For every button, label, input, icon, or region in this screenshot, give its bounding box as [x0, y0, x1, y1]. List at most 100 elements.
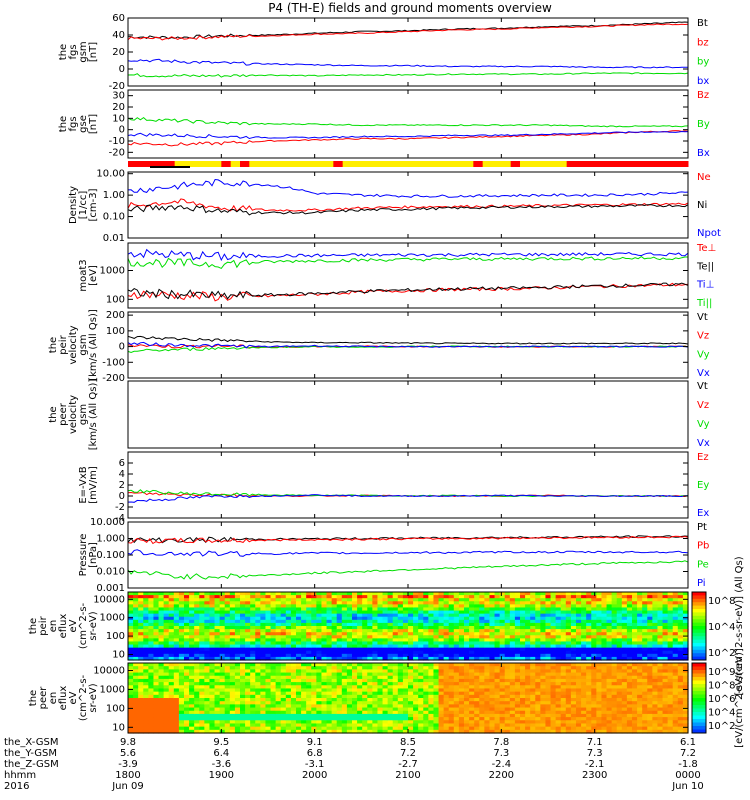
heatmap-cell	[530, 610, 536, 615]
heatmap-cell	[423, 694, 429, 699]
heatmap-cell	[270, 701, 277, 705]
heatmap-cell	[133, 641, 139, 646]
heatmap-cell	[499, 701, 506, 705]
heatmap-cell	[133, 638, 139, 643]
heatmap-cell	[377, 669, 384, 674]
heatmap-cell	[275, 626, 282, 630]
heatmap-cell	[219, 723, 226, 728]
heatmap-cell	[591, 635, 597, 639]
heatmap-cell	[576, 685, 582, 690]
heatmap-cell	[321, 638, 328, 643]
heatmap-cell	[433, 619, 440, 624]
heatmap-cell	[408, 717, 414, 721]
heatmap-cell	[336, 601, 343, 605]
heatmap-cell	[372, 698, 379, 702]
heatmap-cell	[204, 595, 211, 599]
heatmap-cell	[469, 653, 475, 658]
heatmap-cell	[474, 682, 480, 686]
heatmap-cell	[382, 647, 389, 652]
heatmap-cell	[397, 672, 404, 677]
colorbar-swatch	[692, 592, 706, 596]
heatmap-cell	[545, 626, 552, 630]
heatmap-cell	[240, 701, 246, 705]
heatmap-cell	[331, 650, 338, 655]
heatmap-cell	[581, 622, 587, 627]
heatmap-cell	[616, 726, 623, 731]
heatmap-cell	[189, 669, 195, 674]
heatmap-cell	[535, 663, 541, 667]
heatmap-cell	[555, 685, 562, 690]
heatmap-cell	[413, 626, 419, 630]
heatmap-cell	[316, 723, 323, 728]
heatmap-cell	[265, 653, 272, 658]
heatmap-cell	[250, 720, 256, 725]
heatmap-cell	[357, 616, 363, 621]
heatmap-cell	[586, 626, 592, 630]
heatmap-cell	[637, 607, 643, 612]
heatmap-cell	[138, 698, 144, 702]
heatmap-cell	[138, 707, 144, 712]
heatmap-cell	[148, 619, 155, 624]
heatmap-cell	[397, 691, 404, 696]
heatmap-cell	[194, 604, 200, 609]
heatmap-cell	[290, 629, 297, 633]
heatmap-cell	[184, 713, 190, 718]
series-line-bz	[127, 23, 689, 41]
heatmap-cell	[489, 610, 496, 615]
heatmap-cell	[367, 616, 373, 621]
heatmap-cell	[219, 691, 226, 696]
heatmap-cell	[626, 666, 633, 670]
heatmap-cell	[229, 688, 236, 693]
heatmap-cell	[194, 694, 200, 699]
heatmap-cell	[642, 622, 648, 627]
heatmap-cell	[341, 717, 348, 721]
heatmap-cell	[138, 641, 144, 646]
heatmap-cell	[433, 595, 440, 599]
heatmap-cell	[204, 653, 211, 658]
heatmap-cell	[586, 595, 592, 599]
heatmap-cell	[234, 685, 241, 690]
heatmap-cell	[596, 698, 603, 702]
heatmap-cell	[290, 638, 297, 643]
heatmap-cell	[565, 635, 572, 639]
heatmap-cell	[280, 647, 287, 652]
heatmap-cell	[387, 607, 394, 612]
heatmap-cell	[453, 656, 460, 661]
heatmap-cell	[438, 672, 445, 677]
heatmap-cell	[489, 647, 496, 652]
heatmap-cell	[260, 663, 267, 667]
heatmap-cell	[138, 632, 144, 636]
y-axis-label: peir	[38, 615, 49, 635]
heatmap-cell	[570, 653, 577, 658]
heatmap-cell	[565, 622, 572, 627]
heatmap-cell	[158, 610, 165, 615]
heatmap-cell	[647, 604, 653, 609]
heatmap-cell	[336, 685, 343, 690]
heatmap-cell	[168, 641, 175, 646]
panel-frame	[127, 242, 689, 309]
heatmap-cell	[616, 653, 623, 658]
heatmap-cell	[443, 685, 450, 690]
heatmap-cell	[484, 710, 491, 715]
heatmap-cell	[682, 650, 689, 655]
heatmap-cell	[540, 626, 547, 630]
heatmap-cell	[301, 688, 307, 693]
heatmap-cell	[570, 729, 577, 734]
heatmap-cell	[280, 672, 287, 677]
heatmap-cell	[245, 616, 251, 621]
heatmap-cell	[260, 610, 267, 615]
heatmap-cell	[367, 610, 373, 615]
heatmap-cell	[570, 635, 577, 639]
heatmap-cell	[581, 717, 587, 721]
y-tick-label: 0	[119, 125, 125, 136]
heatmap-cell	[662, 653, 669, 658]
heatmap-cell	[341, 638, 348, 643]
heatmap-cell	[408, 619, 414, 624]
heatmap-cell	[240, 678, 246, 683]
heatmap-cell	[560, 704, 567, 709]
heatmap-cell	[540, 619, 547, 624]
heatmap-cell	[682, 641, 689, 646]
heatmap-cell	[601, 629, 608, 633]
heatmap-cell	[418, 610, 424, 615]
heatmap-cell	[143, 619, 149, 624]
